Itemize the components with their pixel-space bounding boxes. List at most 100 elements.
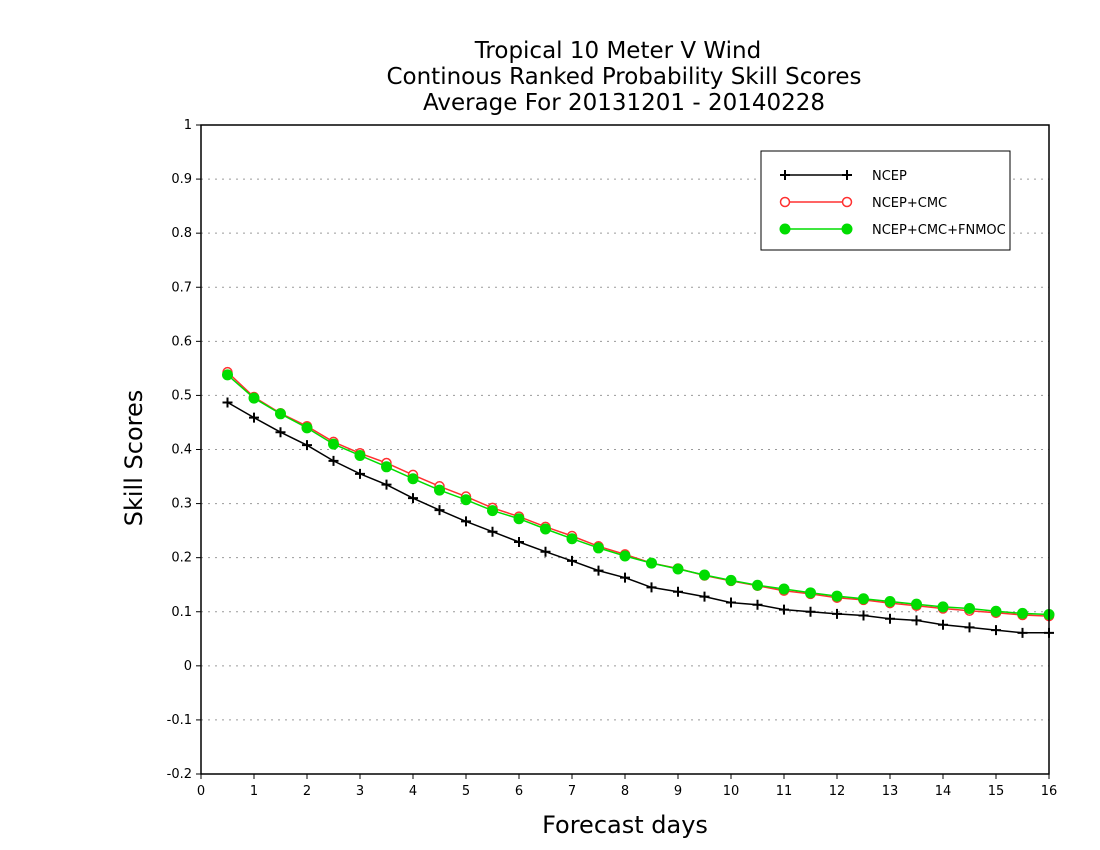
data-point <box>672 563 684 575</box>
y-tick-label: 0.4 <box>171 443 192 458</box>
x-tick-label: 7 <box>568 784 576 799</box>
x-tick-label: 8 <box>621 784 629 799</box>
data-point <box>805 587 816 599</box>
data-point <box>540 523 551 535</box>
y-tick-label: 0.7 <box>171 280 192 295</box>
data-point <box>275 408 286 420</box>
y-tick-label: 0.6 <box>171 334 192 349</box>
data-point <box>354 449 366 461</box>
data-point <box>540 546 551 557</box>
y-tick-label: 0 <box>184 659 192 674</box>
legend-marker <box>841 196 853 208</box>
data-point <box>778 583 790 595</box>
series-lines <box>222 366 1055 638</box>
x-tick-label: 1 <box>250 784 258 799</box>
grid <box>201 178 1049 721</box>
plot-frame <box>200 124 1050 775</box>
legend-box <box>760 150 1011 251</box>
data-point <box>302 440 312 451</box>
x-tick-label: 12 <box>829 784 846 799</box>
data-point <box>355 468 365 479</box>
y-tick-label: 0.8 <box>171 226 192 241</box>
data-point <box>275 427 286 438</box>
y-tick-label: -0.2 <box>167 767 192 782</box>
legend-label: NCEP+CMC <box>872 196 947 211</box>
y-tick-label: 1 <box>184 118 192 133</box>
x-tick-label: 9 <box>674 784 682 799</box>
data-point <box>911 598 922 610</box>
data-point <box>513 513 525 525</box>
data-point <box>381 461 392 473</box>
data-point <box>779 604 789 615</box>
data-point <box>222 397 233 408</box>
y-tick-label: 0.3 <box>171 497 192 512</box>
data-point <box>937 601 949 613</box>
x-tick-label: 6 <box>515 784 523 799</box>
data-point <box>673 586 683 597</box>
x-tick-label: 5 <box>462 784 470 799</box>
data-point <box>805 606 816 617</box>
series-ncep-cmc-fnmoc <box>222 369 1055 620</box>
data-point <box>434 505 445 516</box>
data-point <box>646 582 657 593</box>
data-point <box>487 505 498 517</box>
data-point <box>858 610 869 621</box>
data-point <box>832 608 842 619</box>
title-line-2: Continous Ranked Probability Skill Score… <box>386 64 861 90</box>
legend-marker <box>842 170 852 180</box>
series-line <box>227 401 1049 634</box>
x-tick-label: 13 <box>882 784 899 799</box>
data-point <box>514 536 524 547</box>
data-point <box>991 625 1001 636</box>
data-point <box>884 595 896 607</box>
x-tick-label: 14 <box>935 784 952 799</box>
y-tick-label: 0.2 <box>171 551 192 566</box>
series-ncep <box>222 397 1054 638</box>
data-point <box>593 565 604 576</box>
data-point <box>646 557 657 569</box>
data-point <box>964 622 975 633</box>
data-point <box>831 590 843 602</box>
y-tick-label: -0.1 <box>167 713 192 728</box>
axis-ticks: -0.2-0.100.10.20.30.40.50.60.70.80.910 1 2… <box>167 118 1058 799</box>
data-point <box>699 591 710 602</box>
legend-marker <box>779 223 791 235</box>
legend: NCEP NCEP+CMC NCEP+CMC+FNMOC <box>760 150 1011 251</box>
legend-marker <box>779 196 791 208</box>
y-tick-label: 0.9 <box>171 172 192 187</box>
x-tick-label: 15 <box>988 784 1005 799</box>
x-tick-label: 16 <box>1041 784 1058 799</box>
series-line <box>227 374 1050 616</box>
data-point <box>725 574 737 586</box>
legend-label: NCEP <box>872 169 907 184</box>
data-point <box>1017 607 1028 619</box>
data-point <box>911 615 922 626</box>
x-tick-label: 0 <box>197 784 205 799</box>
x-axis-title: Forecast days <box>542 811 708 839</box>
data-point <box>752 579 763 591</box>
data-point <box>566 533 578 545</box>
legend-marker <box>780 170 790 180</box>
legend-label: NCEP+CMC+FNMOC <box>872 223 1006 238</box>
x-tick-label: 2 <box>303 784 311 799</box>
data-point <box>699 569 710 581</box>
x-tick-label: 10 <box>723 784 740 799</box>
title-line-1: Tropical 10 Meter V Wind <box>474 38 761 64</box>
data-point <box>248 392 260 404</box>
y-tick-label: 0.5 <box>171 388 192 403</box>
data-point <box>222 369 233 381</box>
data-point <box>858 593 869 605</box>
chart-title: Tropical 10 Meter V Wind Continous Ranke… <box>386 38 861 116</box>
data-point <box>620 572 630 583</box>
x-tick-label: 4 <box>409 784 417 799</box>
series-line <box>226 371 1050 617</box>
data-point <box>328 455 339 466</box>
data-point <box>619 550 631 562</box>
data-point <box>567 555 577 566</box>
data-point <box>407 473 419 485</box>
title-line-3: Average For 20131201 - 20140228 <box>423 90 825 116</box>
data-point <box>964 603 975 615</box>
data-point <box>301 422 313 434</box>
data-point <box>249 412 259 423</box>
